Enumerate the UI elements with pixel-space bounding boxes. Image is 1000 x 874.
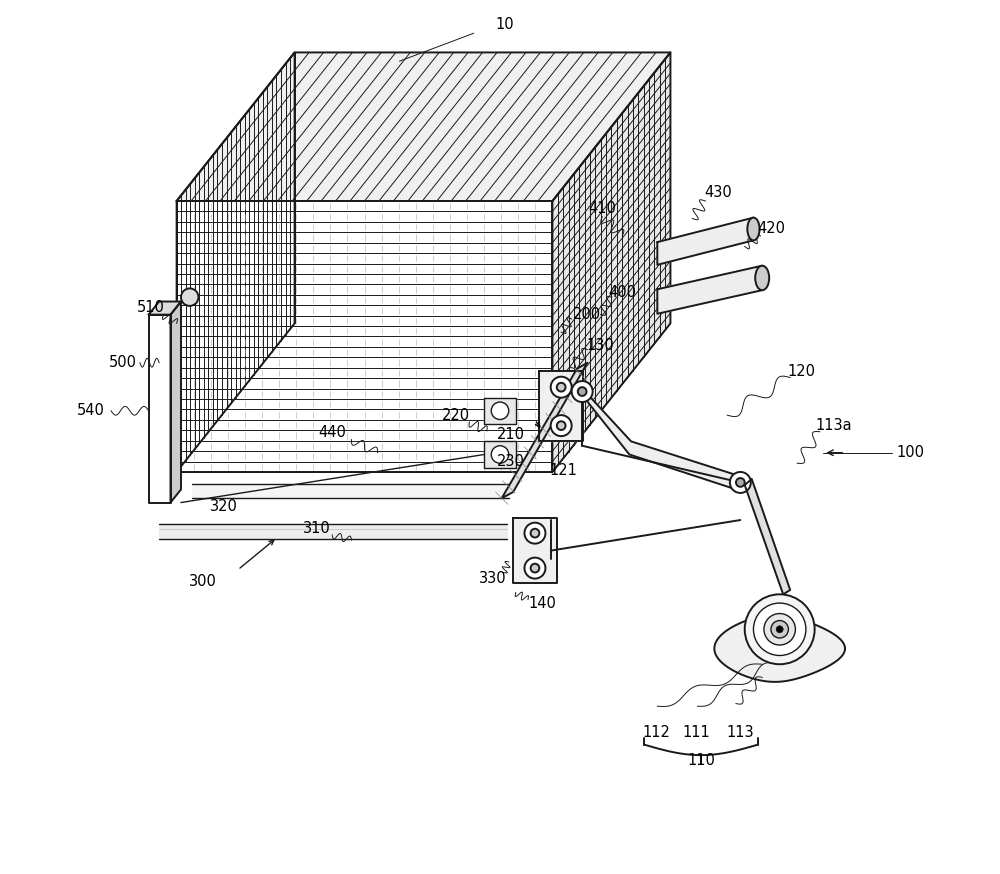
- Polygon shape: [177, 201, 552, 472]
- Circle shape: [557, 383, 566, 392]
- Text: 510: 510: [136, 300, 164, 316]
- Circle shape: [524, 523, 545, 544]
- Text: 113: 113: [727, 725, 754, 740]
- Circle shape: [736, 478, 745, 487]
- Text: 300: 300: [189, 573, 217, 589]
- Circle shape: [491, 402, 509, 420]
- Text: 230: 230: [497, 454, 524, 469]
- Text: 310: 310: [303, 521, 330, 537]
- Polygon shape: [539, 371, 583, 441]
- Text: 400: 400: [608, 285, 636, 301]
- Text: 220: 220: [442, 407, 470, 423]
- Circle shape: [551, 415, 572, 436]
- Circle shape: [551, 377, 572, 398]
- Polygon shape: [177, 52, 295, 472]
- Text: 113a: 113a: [816, 418, 852, 434]
- Text: 540: 540: [77, 403, 105, 419]
- Circle shape: [764, 614, 795, 645]
- Text: 121: 121: [549, 462, 577, 478]
- Text: 100: 100: [897, 445, 925, 461]
- Text: 410: 410: [588, 200, 616, 216]
- Polygon shape: [771, 617, 788, 638]
- Polygon shape: [192, 484, 509, 498]
- Polygon shape: [502, 363, 587, 498]
- Text: 130: 130: [587, 337, 614, 353]
- Circle shape: [557, 421, 566, 430]
- Polygon shape: [159, 524, 507, 539]
- Circle shape: [491, 446, 509, 463]
- Circle shape: [524, 558, 545, 579]
- Polygon shape: [657, 266, 762, 314]
- Text: 111: 111: [683, 725, 711, 740]
- Text: 200: 200: [573, 307, 601, 323]
- Polygon shape: [149, 315, 171, 503]
- Circle shape: [745, 594, 815, 664]
- Circle shape: [753, 603, 806, 656]
- Polygon shape: [484, 441, 516, 468]
- Circle shape: [776, 626, 783, 633]
- Polygon shape: [149, 302, 181, 315]
- Polygon shape: [177, 52, 670, 201]
- Polygon shape: [171, 302, 181, 503]
- Text: 320: 320: [210, 499, 238, 515]
- Polygon shape: [657, 218, 753, 265]
- Polygon shape: [745, 479, 790, 594]
- Text: 420: 420: [757, 221, 785, 237]
- Text: 330: 330: [479, 571, 507, 586]
- Polygon shape: [513, 517, 557, 584]
- Text: 112: 112: [643, 725, 670, 740]
- Text: 430: 430: [705, 184, 732, 200]
- Circle shape: [572, 381, 593, 402]
- Text: 440: 440: [318, 425, 346, 440]
- Circle shape: [531, 529, 539, 538]
- Circle shape: [181, 288, 198, 306]
- Polygon shape: [579, 385, 740, 489]
- Polygon shape: [552, 52, 670, 472]
- Text: 210: 210: [496, 427, 524, 442]
- Polygon shape: [484, 398, 516, 424]
- Circle shape: [578, 387, 587, 396]
- Text: 500: 500: [108, 355, 136, 371]
- Circle shape: [531, 564, 539, 572]
- Circle shape: [771, 621, 788, 638]
- Polygon shape: [714, 615, 845, 682]
- Text: 10: 10: [495, 17, 514, 32]
- Text: 110: 110: [687, 753, 715, 768]
- Ellipse shape: [747, 218, 760, 240]
- Text: 140: 140: [528, 595, 556, 611]
- Ellipse shape: [755, 266, 769, 290]
- Circle shape: [730, 472, 751, 493]
- Text: 120: 120: [788, 364, 816, 379]
